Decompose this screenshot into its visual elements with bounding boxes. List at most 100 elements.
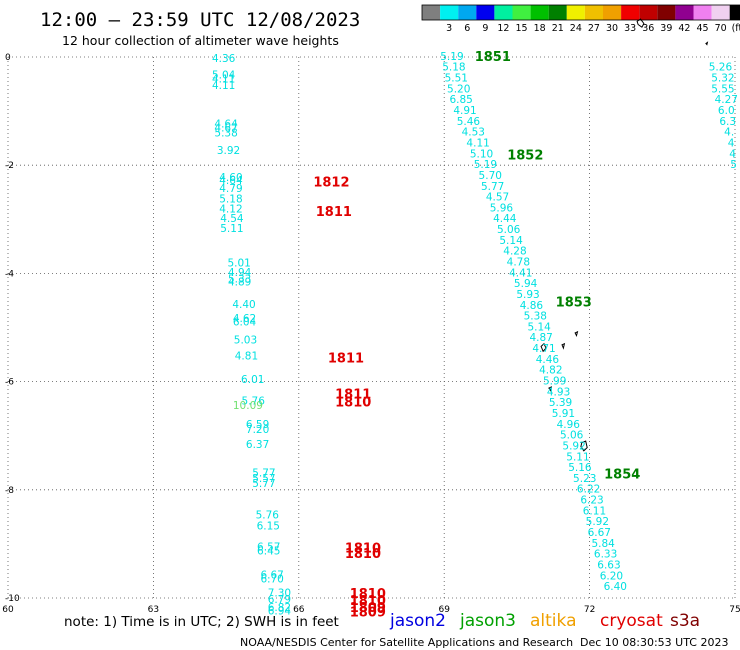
wave-height-label: 5.33 bbox=[228, 273, 251, 285]
satellite-legend-jason3: jason3 bbox=[459, 611, 516, 631]
wave-height-label: 10.09 bbox=[233, 400, 263, 412]
colorbar-swatch bbox=[422, 5, 441, 20]
wave-height-label: 4.81 bbox=[235, 351, 258, 363]
wave-height-label: 5.93 bbox=[516, 289, 539, 301]
chart-title: 12:00 – 23:59 UTC 12/08/2023 bbox=[40, 9, 360, 31]
wave-height-label: 6.01 bbox=[241, 374, 264, 386]
wave-height-label: 5.46 bbox=[457, 116, 481, 128]
land-outlines bbox=[540, 18, 709, 452]
wave-height-label: 5.94 bbox=[514, 278, 538, 290]
wave-height-label: 6.82 bbox=[268, 602, 291, 614]
wave-height-label: 4.11 bbox=[212, 74, 235, 86]
wave-height-label: 5.11 bbox=[566, 451, 589, 463]
wave-height-label: 6.37 bbox=[246, 439, 269, 451]
wave-height-label: 5.92 bbox=[562, 440, 585, 452]
colorbar-swatch bbox=[675, 5, 694, 20]
colorbar-swatch bbox=[639, 5, 658, 20]
wave-height-label: 5.91 bbox=[552, 408, 575, 420]
wave-height-label: 5.55 bbox=[711, 83, 734, 95]
pass-number-label: 1811 bbox=[335, 388, 371, 403]
colorbar-tick-label: 3 bbox=[446, 23, 452, 34]
wave-height-label: 5.76 bbox=[242, 396, 266, 408]
pass-number-label: 1811 bbox=[316, 205, 352, 220]
wave-height-label: 5.96 bbox=[490, 202, 514, 214]
wave-height-label: 5.18 bbox=[442, 62, 465, 74]
colorbar-tick-label: 36 bbox=[642, 23, 654, 34]
wave-height-label: 4.53 bbox=[462, 127, 485, 139]
pass-labels: 1812181118111811181018101810181018101809… bbox=[313, 50, 640, 621]
axis-labels: 60 63 66 69 72 75 0 -2 -4 -6 -8 -10 bbox=[2, 53, 740, 615]
grid bbox=[7, 56, 736, 599]
colorbar-swatch bbox=[711, 5, 730, 20]
satellite-legend-cryosat: cryosat bbox=[600, 611, 663, 631]
wave-height-label: 4 bbox=[728, 137, 735, 149]
wave-height-label: 5.99 bbox=[543, 376, 566, 388]
wave-height-label: 4 bbox=[729, 148, 736, 160]
pass-number-label: 1851 bbox=[475, 50, 511, 65]
wave-height-label: 7.20 bbox=[246, 424, 269, 436]
wave-height-label: 6.85 bbox=[449, 94, 472, 106]
wave-height-label: 5.38 bbox=[524, 311, 547, 323]
wave-height-label: 4.78 bbox=[507, 256, 530, 268]
colorbar-tick-label: 9 bbox=[482, 23, 488, 34]
land-outline bbox=[548, 386, 552, 393]
wave-height-label: 5.14 bbox=[527, 321, 551, 333]
wave-height-label: 4.67 bbox=[214, 122, 237, 134]
satellite-legend: jason2 jason3 altika cryosat s3a bbox=[389, 611, 700, 631]
pass-number-label: 1810 bbox=[345, 547, 381, 562]
wave-height-label: 6.94 bbox=[268, 605, 292, 617]
footer-credit: NOAA/NESDIS Center for Satellite Applica… bbox=[240, 636, 573, 649]
wave-height-label: 5.77 bbox=[252, 478, 275, 490]
x-tick-label: 72 bbox=[584, 605, 595, 615]
pass-number-label: 1812 bbox=[313, 175, 349, 190]
wave-height-label: 4.71 bbox=[532, 343, 555, 355]
wave-height-label: 4.82 bbox=[539, 365, 562, 377]
wave-height-label: 5.06 bbox=[560, 430, 584, 442]
wave-height-label: 7.30 bbox=[268, 588, 291, 600]
colorbar-swatch bbox=[440, 5, 459, 20]
wave-height-label: 6.20 bbox=[600, 570, 623, 582]
wave-height-label: 4.54 bbox=[220, 213, 244, 225]
wave-height-label: 5.70 bbox=[479, 170, 502, 182]
y-tick-label: -10 bbox=[5, 594, 20, 604]
wave-height-label: 4.40 bbox=[232, 299, 255, 311]
wave-height-label: 5.51 bbox=[445, 73, 468, 85]
colorbar-swatch bbox=[494, 5, 513, 20]
colorbar-tick-label: 27 bbox=[588, 23, 600, 34]
wave-height-label: 5.03 bbox=[234, 334, 257, 346]
wave-height-label: 4.64 bbox=[214, 119, 238, 131]
wave-height-label: 5.19 bbox=[440, 51, 463, 63]
pass-number-label: 1854 bbox=[604, 468, 640, 483]
wave-height-label: 4.62 bbox=[233, 313, 256, 325]
wave-height-label: 5.14 bbox=[499, 235, 523, 247]
wave-height-label: 6.11 bbox=[583, 505, 606, 517]
wave-height-label: 6.3 bbox=[719, 116, 736, 128]
pass-number-label: 1852 bbox=[507, 148, 543, 163]
wave-height-label: 4.91 bbox=[453, 105, 476, 117]
wave-height-label: 6.67 bbox=[588, 527, 611, 539]
y-tick-label: -6 bbox=[5, 378, 14, 388]
colorbar-swatch bbox=[458, 5, 477, 20]
land-outline bbox=[561, 342, 566, 350]
x-tick-label: 66 bbox=[293, 605, 305, 615]
colorbar-swatch bbox=[512, 5, 531, 20]
colorbar-swatch bbox=[476, 5, 495, 20]
wave-height-label: 6.23 bbox=[580, 495, 603, 507]
wave-height-label: 5.76 bbox=[256, 510, 280, 522]
colorbar-tick-label: 39 bbox=[660, 23, 672, 34]
wave-height-label: 4.41 bbox=[509, 267, 532, 279]
wave-height-label: 4.94 bbox=[228, 267, 252, 279]
wave-height-label: 5.06 bbox=[497, 224, 521, 236]
pass-number-label: 1810 bbox=[345, 542, 381, 557]
colorbar-tick-label: 6 bbox=[464, 23, 470, 34]
land-outline bbox=[636, 18, 645, 28]
land-outline bbox=[540, 342, 547, 353]
wave-height-label: 5.38 bbox=[214, 128, 237, 140]
wave-height-label: 4.79 bbox=[219, 183, 242, 195]
wave-height-observations: 4.365.044.114.114.644.675.383.924.604.64… bbox=[212, 51, 738, 618]
wave-height-label: 6.79 bbox=[268, 594, 291, 606]
pass-number-label: 1853 bbox=[556, 296, 592, 311]
wave-height-label: 4.89 bbox=[228, 277, 251, 289]
